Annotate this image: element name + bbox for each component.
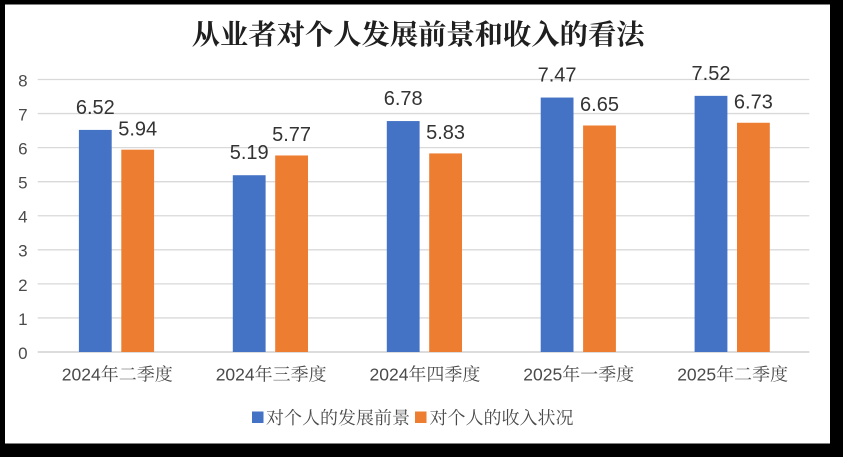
svg-text:4: 4: [18, 208, 27, 227]
svg-text:6.73: 6.73: [734, 92, 773, 114]
svg-text:5.77: 5.77: [272, 124, 311, 146]
svg-text:8: 8: [18, 71, 27, 90]
svg-text:7.52: 7.52: [692, 63, 731, 85]
svg-text:5.83: 5.83: [426, 122, 465, 144]
svg-text:1: 1: [18, 310, 27, 329]
svg-text:5.19: 5.19: [230, 142, 269, 164]
svg-text:0: 0: [18, 344, 27, 363]
svg-text:6: 6: [18, 140, 27, 159]
svg-text:2024: 2024: [370, 365, 409, 385]
svg-text:6.78: 6.78: [384, 88, 423, 110]
svg-text:5: 5: [18, 174, 27, 193]
svg-text:7: 7: [18, 106, 27, 125]
svg-text:7.47: 7.47: [538, 65, 577, 87]
svg-text:3: 3: [18, 242, 27, 261]
svg-text:2024: 2024: [216, 365, 255, 385]
svg-text:6.52: 6.52: [76, 97, 115, 119]
svg-text:2024: 2024: [62, 365, 101, 385]
svg-text:2: 2: [18, 276, 27, 295]
svg-text:2025: 2025: [677, 365, 716, 385]
svg-text:5.94: 5.94: [118, 118, 157, 140]
svg-text:6.65: 6.65: [580, 94, 619, 116]
svg-text:2025: 2025: [523, 365, 562, 385]
